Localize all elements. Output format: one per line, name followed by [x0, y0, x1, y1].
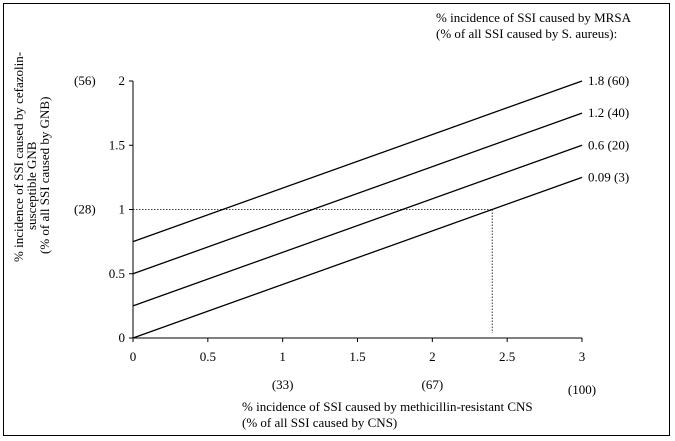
- x-tick-label: 3: [579, 349, 586, 364]
- y-secondary-tick-label: (28): [74, 202, 96, 217]
- y-secondary-tick-label: (56): [74, 73, 96, 88]
- series-label-3: 0.6 (20): [588, 137, 629, 152]
- x-tick-label: 2: [429, 349, 436, 364]
- legend-title-line-1: % incidence of SSI caused by MRSA: [436, 10, 632, 25]
- y-axis-label-line-3: (% of all SSI caused by GNB): [37, 97, 52, 254]
- series-labels: 1.8 (60) 1.2 (40) 0.6 (20) 0.09 (3): [588, 73, 629, 184]
- y-tick-label: 1.5: [109, 137, 125, 152]
- series-line-3: [132, 144, 583, 307]
- y-tick-label: 2: [119, 73, 126, 88]
- x-tick-label: 1: [279, 349, 286, 364]
- x-tick-label: 0: [130, 349, 137, 364]
- series-line-1: [132, 80, 583, 243]
- series-label-1: 1.8 (60): [588, 73, 629, 88]
- y-axis-label-line-1: % incidence of SSI caused by cefazolin-: [11, 52, 26, 262]
- y-secondary-ticks: (28) (56): [74, 73, 96, 217]
- x-secondary-tick-label: (100): [568, 382, 596, 397]
- y-axis-label: % incidence of SSI caused by cefazolin- …: [11, 52, 52, 262]
- legend-title-line-2: (% of all SSI caused by S. aureus):: [436, 26, 617, 41]
- y-tick-label: 0.5: [109, 266, 125, 281]
- chart-frame: 0 0.5 1 1.5 2 2.5 3 0 0.5 1 1.5 2 (33) (67) (100) (2…: [3, 3, 670, 436]
- y-tick-label: 1: [119, 202, 126, 217]
- series-label-2: 1.2 (40): [588, 105, 629, 120]
- x-secondary-ticks: (33) (67) (100): [272, 377, 596, 397]
- chart-svg: 0 0.5 1 1.5 2 2.5 3 0 0.5 1 1.5 2 (33) (67) (100) (2…: [11, 10, 632, 430]
- series-lines: [132, 80, 583, 339]
- y-axis-label-line-2: susceptible GNB: [24, 141, 39, 230]
- x-axis-label-line-2: (% of all SSI caused by CNS): [242, 415, 397, 430]
- series-line-4: [132, 176, 583, 339]
- series-line-2: [132, 112, 583, 275]
- x-secondary-tick-label: (67): [421, 377, 443, 392]
- reference-lines: [133, 209, 493, 333]
- x-ticks: 0 0.5 1 1.5 2 2.5 3: [130, 338, 586, 364]
- x-axis-label-line-1: % incidence of SSI caused by methicillin…: [242, 399, 533, 414]
- y-ticks: 0 0.5 1 1.5 2: [109, 73, 133, 345]
- y-tick-label: 0: [119, 330, 126, 345]
- x-tick-label: 1.5: [349, 349, 365, 364]
- x-tick-label: 0.5: [200, 349, 216, 364]
- x-secondary-tick-label: (33): [272, 377, 294, 392]
- series-label-4: 0.09 (3): [588, 169, 629, 184]
- x-tick-label: 2.5: [499, 349, 515, 364]
